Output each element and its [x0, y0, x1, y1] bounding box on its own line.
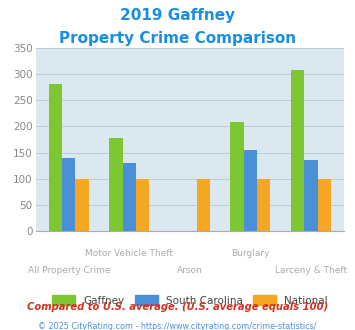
Text: Larceny & Theft: Larceny & Theft: [275, 266, 347, 275]
Bar: [197, 179, 210, 231]
Text: Compared to U.S. average. (U.S. average equals 100): Compared to U.S. average. (U.S. average …: [27, 302, 328, 312]
Bar: [291, 70, 304, 231]
Text: All Property Crime: All Property Crime: [28, 266, 110, 275]
Bar: [136, 179, 149, 231]
Text: Arson: Arson: [177, 266, 203, 275]
Bar: [76, 179, 89, 231]
Text: Property Crime Comparison: Property Crime Comparison: [59, 31, 296, 46]
Bar: [318, 179, 331, 231]
Bar: [257, 179, 271, 231]
Bar: [62, 158, 76, 231]
Bar: [244, 150, 257, 231]
Text: 2019 Gaffney: 2019 Gaffney: [120, 8, 235, 23]
Legend: Gaffney, South Carolina, National: Gaffney, South Carolina, National: [52, 295, 328, 306]
Bar: [109, 138, 123, 231]
Bar: [304, 160, 318, 231]
Text: Burglary: Burglary: [231, 249, 270, 258]
Bar: [230, 122, 244, 231]
Text: © 2025 CityRating.com - https://www.cityrating.com/crime-statistics/: © 2025 CityRating.com - https://www.city…: [38, 322, 317, 330]
Text: Motor Vehicle Theft: Motor Vehicle Theft: [85, 249, 173, 258]
Bar: [123, 163, 136, 231]
Bar: [49, 84, 62, 231]
